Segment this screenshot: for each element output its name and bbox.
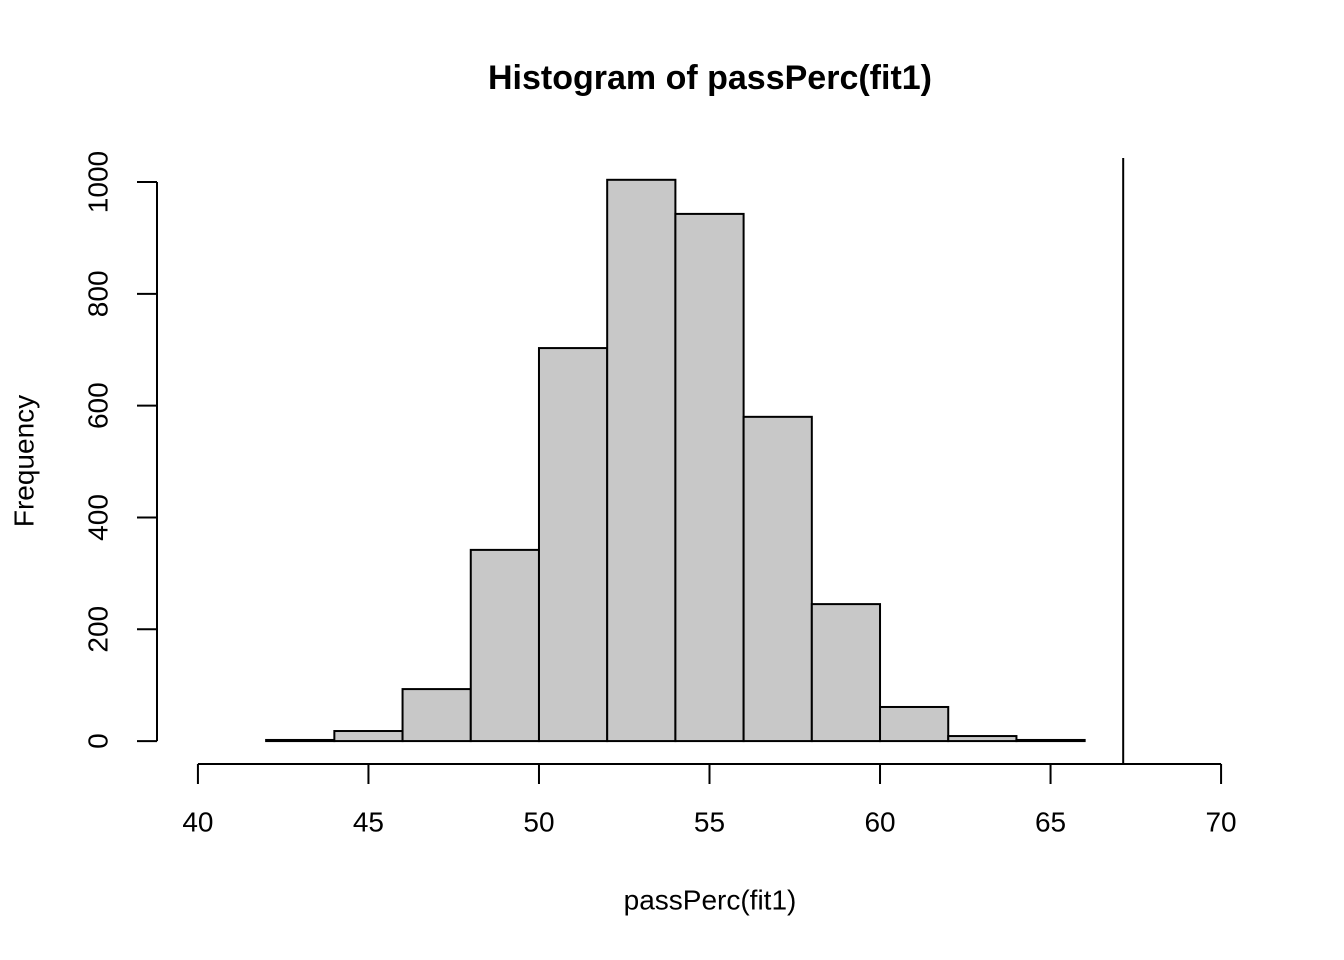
bar bbox=[606, 178, 677, 743]
y-axis-label: Frequency bbox=[8, 395, 39, 527]
x-tick-label: 70 bbox=[1205, 806, 1236, 837]
bar bbox=[265, 738, 336, 743]
bar bbox=[1015, 738, 1086, 743]
y-tick-label: 600 bbox=[82, 382, 113, 429]
bar bbox=[401, 688, 472, 743]
x-tick-label: 60 bbox=[864, 806, 895, 837]
y-tick-label: 400 bbox=[82, 494, 113, 541]
bar bbox=[879, 705, 950, 743]
bar bbox=[469, 548, 540, 743]
bar bbox=[333, 730, 404, 743]
bar bbox=[674, 212, 745, 743]
x-tick-label: 55 bbox=[694, 806, 725, 837]
x-tick-label: 50 bbox=[523, 806, 554, 837]
bar bbox=[947, 735, 1018, 743]
x-tick-label: 40 bbox=[182, 806, 213, 837]
bar bbox=[810, 603, 882, 743]
y-tick-label: 1000 bbox=[82, 151, 113, 213]
y-tick-label: 200 bbox=[82, 606, 113, 653]
chart-title: Histogram of passPerc(fit1) bbox=[488, 59, 932, 97]
y-tick-label: 800 bbox=[82, 270, 113, 317]
x-tick-label: 65 bbox=[1035, 806, 1066, 837]
y-tick-label: 0 bbox=[82, 733, 113, 749]
bar bbox=[742, 415, 813, 743]
x-axis-label: passPerc(fit1) bbox=[624, 884, 797, 915]
bar bbox=[537, 347, 609, 743]
x-tick-label: 45 bbox=[353, 806, 384, 837]
